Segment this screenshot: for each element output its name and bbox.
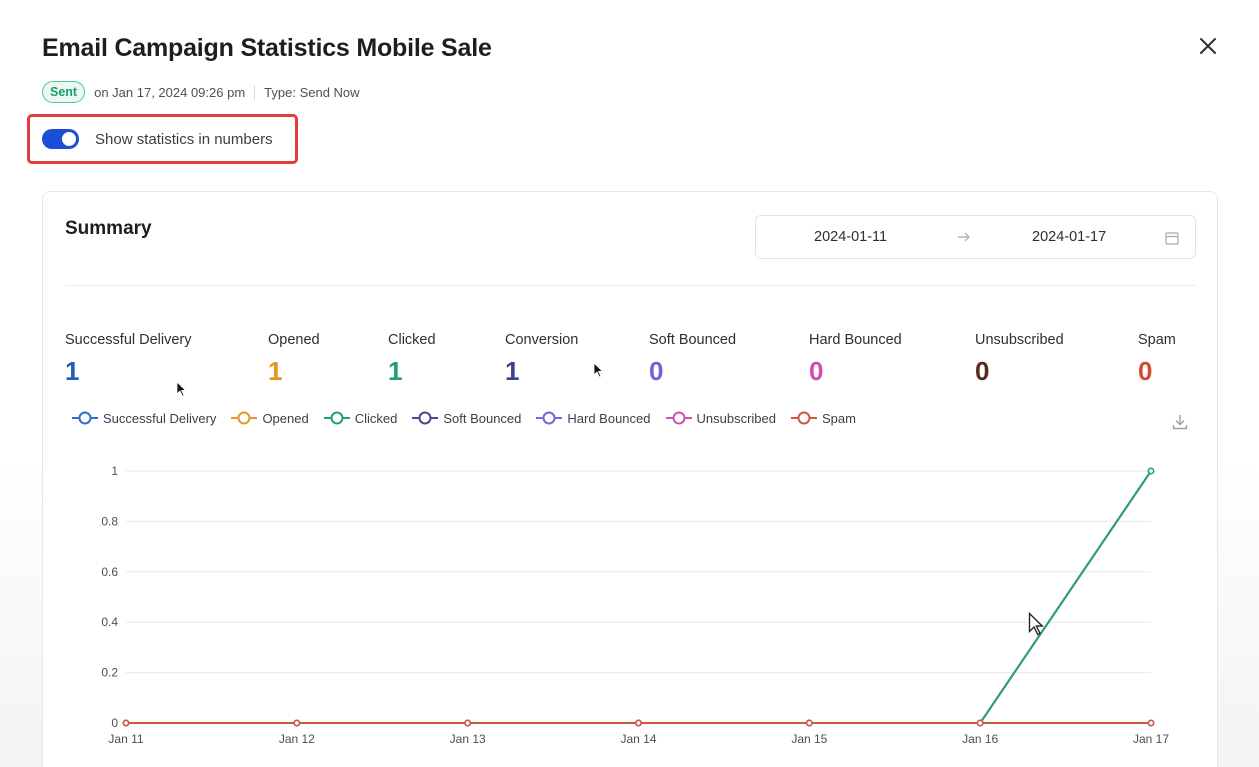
legend-label: Clicked — [354, 410, 398, 426]
data-point — [293, 719, 301, 727]
stat-label: Clicked — [388, 332, 436, 348]
stat-label: Hard Bounced — [809, 332, 902, 348]
y-tick-label: 0.4 — [101, 615, 118, 629]
y-tick-label: 0.6 — [101, 565, 118, 579]
stat-value: 0 — [649, 356, 664, 386]
campaign-meta: Sent on Jan 17, 2024 09:26 pm Type: Send… — [42, 80, 360, 104]
summary-divider — [65, 285, 1196, 286]
calendar-icon — [1165, 232, 1179, 245]
stat-value: 0 — [975, 356, 990, 386]
chart-legend: Successful Delivery Opened Clicked Soft Bou… — [71, 407, 870, 429]
stat-label: Unsubscribed — [975, 332, 1064, 348]
legend-label: Hard Bounced — [567, 410, 651, 426]
status-badge: Sent — [42, 81, 86, 103]
stat-value: 1 — [65, 356, 80, 386]
date-end[interactable]: 2024-01-17 — [1032, 229, 1107, 245]
modal-title: Email Campaign Statistics Mobile Sale — [42, 34, 492, 62]
legend-marker-icon — [536, 411, 563, 425]
data-point — [1147, 467, 1155, 475]
sent-date: on Jan 17, 2024 09:26 pm — [94, 84, 246, 100]
stat-value: 1 — [505, 356, 520, 386]
legend-label: Unsubscribed — [696, 410, 777, 426]
series-line — [126, 470, 1152, 724]
close-button[interactable] — [1196, 34, 1220, 58]
series-line — [126, 470, 1152, 724]
date-start[interactable]: 2024-01-11 — [814, 229, 888, 245]
stat-label: Conversion — [505, 332, 579, 348]
stat-label: Soft Bounced — [649, 332, 737, 348]
legend-label: Successful Delivery — [103, 410, 217, 426]
y-tick-label: 0.8 — [101, 514, 118, 528]
meta-divider — [254, 84, 256, 100]
legend-label: Spam — [822, 410, 856, 426]
stat-conversion: Conversion 1 — [505, 332, 578, 387]
toggle-knob — [62, 132, 76, 146]
stat-label: Spam — [1138, 332, 1176, 348]
stat-value: 1 — [388, 356, 403, 386]
legend-item[interactable]: Hard Bounced — [535, 410, 651, 426]
data-point — [122, 719, 130, 727]
stat-value: 0 — [1138, 356, 1153, 386]
x-tick-label: Jan 11 — [108, 732, 143, 746]
legend-marker-icon — [665, 411, 692, 425]
y-tick-label: 1 — [111, 464, 118, 478]
x-tick-label: Jan 13 — [450, 732, 486, 746]
data-point — [805, 719, 813, 727]
show-numbers-toggle[interactable] — [42, 129, 79, 149]
summary-card: Summary 2024-01-11 2024-01-17 Successful… — [42, 191, 1218, 767]
series-line — [126, 470, 1152, 724]
arrow-right-icon — [958, 232, 970, 242]
stat-unsubscribed: Unsubscribed 0 — [975, 332, 1064, 387]
stat-value: 0 — [809, 356, 824, 386]
legend-item[interactable]: Spam — [790, 411, 856, 426]
download-icon — [1172, 415, 1188, 430]
x-tick-label: Jan 12 — [279, 732, 315, 746]
x-tick-label: Jan 15 — [791, 732, 827, 746]
send-type: Type: Send Now — [264, 84, 360, 100]
legend-item[interactable]: Opened — [230, 410, 309, 426]
legend-marker-icon — [412, 411, 439, 425]
x-tick-label: Jan 14 — [620, 732, 656, 746]
legend-item[interactable]: Soft Bounced — [411, 411, 521, 426]
legend-item[interactable]: Unsubscribed — [665, 410, 777, 426]
stat-label: Successful Delivery — [65, 332, 192, 348]
data-point — [1147, 719, 1155, 727]
stats-toggle-highlight: Show statistics in numbers — [27, 114, 298, 164]
stat-opened: Opened 1 — [268, 332, 320, 387]
data-point — [976, 719, 984, 727]
date-range-picker[interactable]: 2024-01-11 2024-01-17 — [755, 215, 1196, 259]
y-tick-label: 0 — [111, 716, 118, 730]
data-point — [464, 719, 472, 727]
toggle-label: Show statistics in numbers — [95, 130, 273, 148]
summary-title: Summary — [65, 218, 152, 239]
data-point — [635, 719, 642, 727]
legend-marker-icon — [231, 411, 258, 425]
stat-spam: Spam 0 — [1138, 332, 1176, 387]
stat-value: 1 — [268, 356, 283, 386]
x-tick-label: Jan 16 — [962, 732, 998, 746]
close-icon — [1200, 38, 1216, 54]
legend-item[interactable]: Successful Delivery — [71, 411, 216, 426]
legend-label: Soft Bounced — [443, 410, 522, 426]
y-tick-label: 0.2 — [101, 666, 118, 680]
x-tick-label: Jan 17 — [1133, 732, 1169, 746]
legend-marker-icon — [72, 411, 98, 425]
stat-soft-bounced: Soft Bounced 0 — [649, 332, 736, 387]
legend-item[interactable]: Clicked — [323, 410, 398, 426]
legend-marker-icon — [791, 411, 818, 425]
legend-marker-icon — [323, 411, 350, 425]
legend-label: Opened — [262, 410, 309, 426]
line-chart: 0 0.2 0.4 0.6 0.8 1 Jan 11 Jan 12 Jan 13 Jan 14 Ja… — [101, 464, 1169, 746]
stat-clicked: Clicked 1 — [388, 332, 436, 387]
stat-label: Opened — [268, 332, 320, 348]
download-button[interactable] — [1171, 413, 1189, 436]
stat-hard-bounced: Hard Bounced 0 — [809, 332, 902, 387]
stat-successful-delivery: Successful Delivery 1 — [65, 332, 192, 387]
